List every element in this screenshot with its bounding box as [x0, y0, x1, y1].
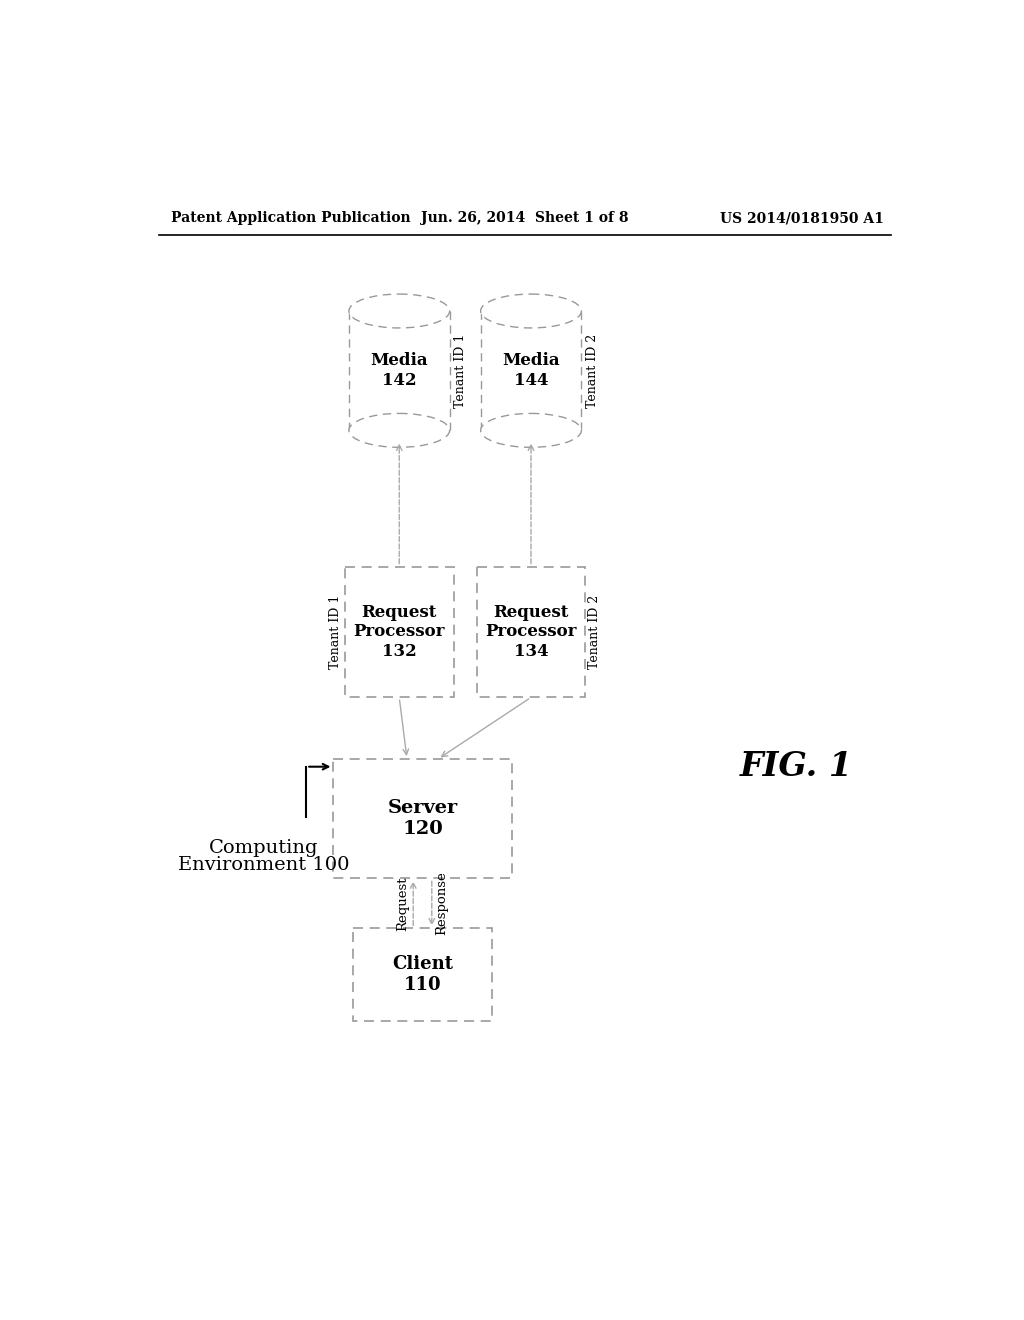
Text: Request
Processor
134: Request Processor 134: [485, 603, 577, 660]
Ellipse shape: [349, 413, 450, 447]
Bar: [480, 312, 582, 430]
Ellipse shape: [480, 294, 582, 327]
Bar: [334, 759, 512, 878]
Ellipse shape: [349, 294, 450, 327]
Text: Server
120: Server 120: [387, 800, 458, 838]
Text: Request
Processor
132: Request Processor 132: [353, 603, 445, 660]
Text: US 2014/0181950 A1: US 2014/0181950 A1: [720, 211, 884, 226]
Bar: [345, 566, 454, 697]
Text: Tenant ID 2: Tenant ID 2: [586, 334, 599, 408]
Text: FIG. 1: FIG. 1: [740, 750, 853, 783]
Text: Environment 100: Environment 100: [178, 857, 349, 874]
Text: Tenant ID 1: Tenant ID 1: [329, 595, 342, 669]
Text: Jun. 26, 2014  Sheet 1 of 8: Jun. 26, 2014 Sheet 1 of 8: [421, 211, 629, 226]
Bar: [352, 928, 493, 1020]
Text: Client
110: Client 110: [392, 956, 453, 994]
Text: Request: Request: [396, 876, 410, 931]
Text: Response: Response: [435, 871, 449, 936]
Text: Patent Application Publication: Patent Application Publication: [171, 211, 411, 226]
Text: Tenant ID 1: Tenant ID 1: [454, 334, 467, 408]
Bar: [349, 312, 450, 430]
Text: Media
144: Media 144: [502, 352, 560, 389]
Ellipse shape: [480, 413, 582, 447]
Text: Media
142: Media 142: [371, 352, 428, 389]
Text: Tenant ID 2: Tenant ID 2: [588, 595, 601, 669]
Text: Computing: Computing: [209, 838, 318, 857]
Bar: [477, 566, 586, 697]
